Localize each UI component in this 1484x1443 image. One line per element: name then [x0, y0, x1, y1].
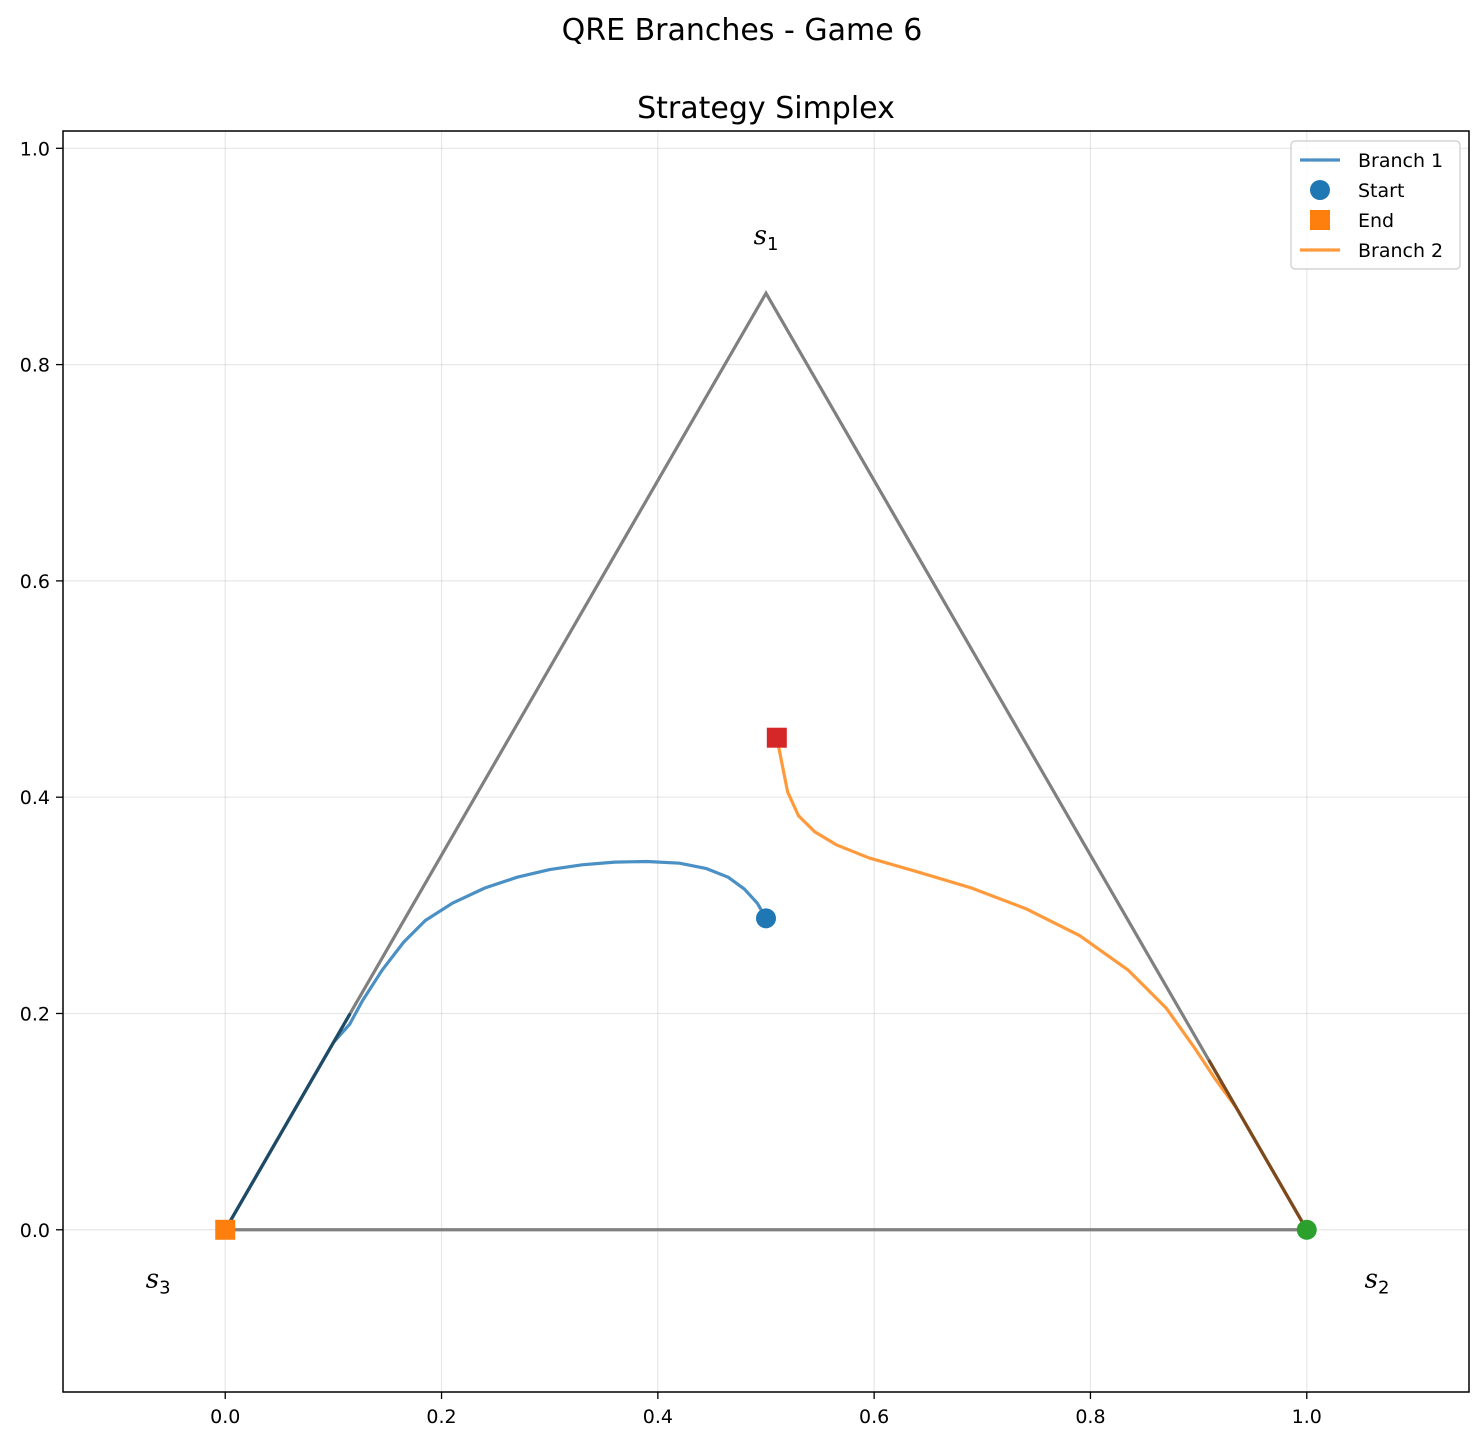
legend: Branch 1 Start End Branch 2	[1290, 140, 1461, 270]
x-tick-label: 0.0	[210, 1406, 240, 1428]
x-tick-label: 1.0	[1292, 1406, 1322, 1428]
x-tick-label: 0.2	[426, 1406, 456, 1428]
y-tick-label: 0.4	[20, 787, 50, 809]
legend-entry-branch-1: Branch 1	[1300, 150, 1443, 172]
legend-label: Branch 1	[1358, 150, 1443, 172]
x-tick-label: 0.6	[859, 1406, 889, 1428]
series-lines	[223, 736, 1309, 1232]
legend-frame	[1290, 140, 1461, 270]
simplex-triangle	[222, 290, 1310, 1232]
y-tick-label: 1.0	[20, 138, 50, 160]
grid	[63, 131, 1469, 1392]
legend-entry-branch-2: Branch 2	[1300, 240, 1443, 262]
legend-entry-end: End	[1310, 210, 1394, 232]
legend-square-swatch	[1310, 210, 1330, 230]
y-tick-label: 0.0	[20, 1220, 50, 1242]
plot-frame	[62, 130, 1470, 1393]
legend-label: End	[1358, 210, 1394, 232]
figure-title: QRE Branches - Game 6	[562, 13, 923, 48]
legend-entry-start: Start	[1310, 180, 1404, 202]
start-marker-branch-1	[756, 908, 776, 929]
x-tick-label: 0.8	[1075, 1406, 1105, 1428]
legend-label: Branch 2	[1358, 240, 1443, 262]
series-edge-overlap	[1207, 1059, 1309, 1232]
end-marker-branch-1	[215, 1219, 236, 1240]
y-tick-label: 0.6	[20, 571, 50, 593]
x-tick-label: 0.4	[643, 1406, 673, 1428]
simplex-edges	[222, 290, 1310, 1232]
start-marker-branch-2	[1296, 1219, 1317, 1240]
x-axis-ticks: 0.0 0.2 0.4 0.6 0.8 1.0	[210, 1392, 1322, 1428]
y-tick-label: 0.8	[20, 355, 50, 377]
legend-label: Start	[1358, 180, 1404, 202]
vertex-label-s1: s1	[754, 221, 779, 255]
series-line-branch-1	[223, 859, 768, 1232]
y-axis-ticks: 0.0 0.2 0.4 0.6 0.8 1.0	[20, 138, 63, 1242]
legend-circle-swatch	[1310, 180, 1330, 200]
vertex-labels: s1 s2 s3	[146, 221, 1390, 1299]
end-marker-branch-2	[766, 727, 787, 748]
chart-title: Strategy Simplex	[637, 91, 895, 126]
series-markers	[215, 727, 1317, 1240]
vertex-label-s3: s3	[146, 1264, 171, 1298]
vertex-label-s2: s2	[1365, 1264, 1390, 1298]
series-edge-overlap	[223, 1012, 352, 1232]
y-tick-label: 0.2	[20, 1003, 50, 1025]
